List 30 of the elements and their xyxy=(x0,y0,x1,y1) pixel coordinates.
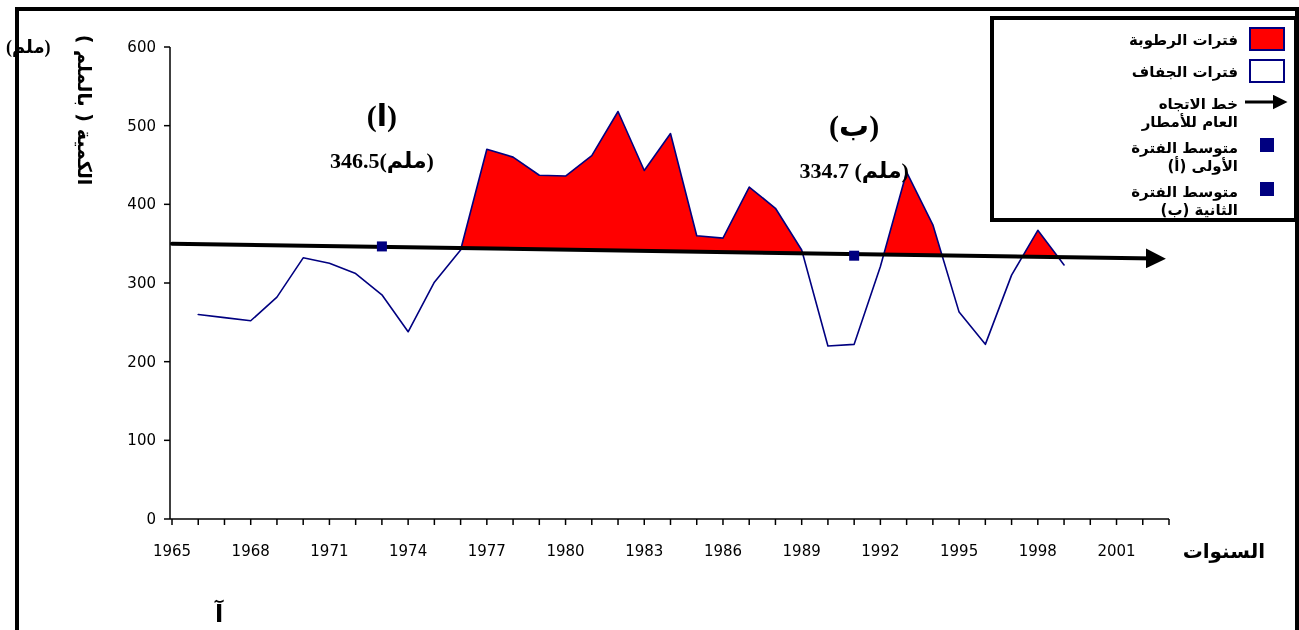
x-tick-label: 1968 xyxy=(231,542,270,560)
text: آ xyxy=(214,599,224,628)
x-tick-label: 1980 xyxy=(546,542,585,560)
annotation: (ب) 334.7 (ملم) xyxy=(799,108,909,183)
annotation: (ا) 346.5(ملم) xyxy=(329,99,434,174)
legend-label: فترات الرطوبة xyxy=(1128,31,1238,49)
x-axis-title: السنوات xyxy=(1182,539,1265,563)
y-axis-title: الكمية ( بالملم ) xyxy=(74,34,96,186)
x-tick-label: 2001 xyxy=(1097,542,1136,560)
y-tick-label: 500 xyxy=(127,116,156,135)
x-tick-label: 1986 xyxy=(703,542,743,560)
x-tick-label: 1992 xyxy=(861,542,900,560)
x-tick-label: 1998 xyxy=(1018,542,1057,560)
legend-label: فترات الجفاف xyxy=(1131,63,1238,81)
x-tick-label: 1989 xyxy=(782,542,821,560)
y-tick-label: 200 xyxy=(127,352,156,371)
x-tick-label: 1995 xyxy=(940,542,979,560)
x-tick-label: 1971 xyxy=(310,542,349,560)
y-tick-label: 600 xyxy=(127,38,156,56)
x-tick-label: 1974 xyxy=(389,542,428,560)
legend-label: متوسط الفترة (ب) الثانية xyxy=(1131,183,1238,219)
y-tick-label: 400 xyxy=(127,195,156,214)
x-tick-label: 1983 xyxy=(625,542,664,560)
legend-label: متوسط الفترة (أ) الأولى xyxy=(1131,139,1238,175)
y-tick-label: 100 xyxy=(127,431,156,450)
x-tick-label: 1965 xyxy=(152,542,192,560)
y-tick-label: 300 xyxy=(127,274,156,292)
legend-label: خط الاتجاه العام للأمطار xyxy=(1140,95,1238,131)
y-tick-label: 0 xyxy=(146,510,156,528)
x-tick-label: 1977 xyxy=(467,542,506,560)
